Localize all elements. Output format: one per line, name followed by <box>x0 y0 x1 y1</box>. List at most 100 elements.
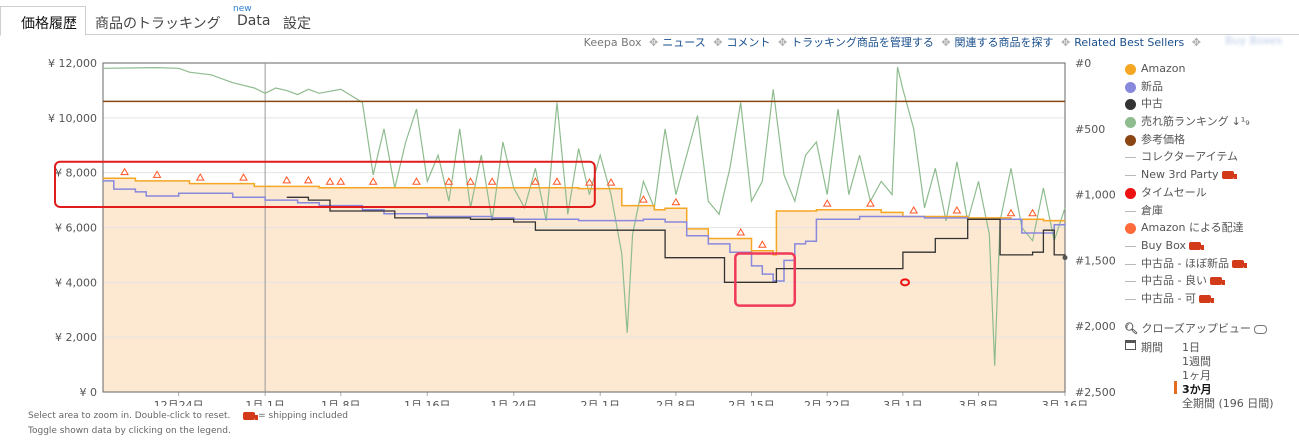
legend-label: 倉庫 <box>1141 203 1163 217</box>
truck-icon <box>1221 171 1237 180</box>
legend-item[interactable]: 新品 <box>1124 78 1250 96</box>
legend-item[interactable]: New 3rd Party <box>1124 166 1250 184</box>
deal-marker-icon <box>487 177 497 185</box>
legend-label: Amazon による配達 <box>1141 221 1244 235</box>
truck-icon <box>1209 277 1225 286</box>
new-price-line <box>103 180 1066 282</box>
y-tick-label-left: ¥ 0 <box>80 386 98 399</box>
deal-marker-icon <box>195 173 205 181</box>
deal-marker-icon <box>606 178 616 186</box>
chart-legend: Amazon 新品中古 売れ筋ランキング ↓¹₉ 参考価格コレクターアイテム New 3r… <box>1124 60 1250 308</box>
link-news[interactable]: ニュース <box>662 36 706 49</box>
footer-hint-legend: Toggle shown data by clicking on the leg… <box>28 426 231 436</box>
period-option-all[interactable]: 全期間 (196 日間) <box>1182 397 1274 410</box>
y-tick-label-left: ¥ 6,000 <box>55 222 97 235</box>
legend-item[interactable]: コレクターアイテム <box>1124 148 1250 166</box>
highlight-box-annotation <box>734 252 797 307</box>
deal-marker-icon <box>444 177 454 185</box>
x-tick-label: 1月 1日 <box>245 399 285 406</box>
legend-item[interactable]: 中古 <box>1124 95 1250 113</box>
y-tick-label-right: #1,000 <box>1075 189 1116 202</box>
tab-product-tracking[interactable]: 商品のトラッキング <box>95 16 221 32</box>
legend-item[interactable]: 倉庫 <box>1124 202 1250 220</box>
x-tick-label: 1月 16日 <box>404 399 451 406</box>
legend-label: 中古品 - ほぼ新品 <box>1141 256 1229 270</box>
legend-label: 売れ筋ランキング <box>1141 115 1229 129</box>
legend-swatch-line-icon <box>1125 245 1136 247</box>
tab-data[interactable]: Data <box>237 13 271 29</box>
legend-item[interactable]: 参考価格 <box>1124 131 1250 149</box>
top-links: Keepa Box ✥ ニュース ✥ コメント ✥ トラッキング商品を管理する ✥ 関連… <box>584 34 1205 50</box>
active-tab-frame <box>0 6 86 36</box>
period-label: 期間 <box>1141 341 1163 354</box>
legend-item[interactable]: 中古品 - ほぼ新品 <box>1124 255 1250 273</box>
link-manage-tracking[interactable]: トラッキング商品を管理する <box>791 36 934 49</box>
link-separator-icon: ✥ <box>1061 36 1071 49</box>
legend-swatch-dot-icon <box>1125 117 1136 129</box>
deal-marker-icon <box>530 177 540 185</box>
tab-price-history[interactable]: 価格履歴 <box>21 16 77 32</box>
legend-item[interactable]: Amazon による配達 <box>1124 219 1250 237</box>
period-option-3months[interactable]: 3か月 <box>1182 383 1212 396</box>
deal-marker-icon <box>325 177 335 185</box>
y-tick-label-right: #2,500 <box>1075 386 1116 399</box>
legend-label: Buy Box <box>1141 238 1186 252</box>
price-history-chart[interactable]: ¥ 0 ¥ 2,000 ¥ 4,000 ¥ 6,000 ¥ 8,000 ¥ 10,000 ¥… <box>0 50 1120 406</box>
legend-label: 中古品 - 可 <box>1141 291 1196 305</box>
period-option-1month[interactable]: 1ヶ月 <box>1182 369 1211 382</box>
x-tick-label: 2月 22日 <box>804 399 851 406</box>
legend-item[interactable]: 売れ筋ランキング ↓¹₉ <box>1124 113 1250 131</box>
truck-icon <box>1188 241 1204 250</box>
legend-item[interactable]: 中古品 - 良い <box>1124 272 1250 290</box>
deal-marker-icon <box>466 177 475 185</box>
deal-marker-icon <box>120 167 129 176</box>
deal-marker-icon <box>671 197 681 206</box>
legend-swatch-dot-icon <box>1125 99 1136 111</box>
x-tick-label: 3月 1日 <box>883 399 923 406</box>
calendar-icon <box>1125 340 1136 350</box>
amazon-price-area <box>103 178 1065 392</box>
link-separator-icon: ✥ <box>649 36 659 49</box>
lightning-deal-marker <box>900 278 911 287</box>
deal-marker-icon <box>585 178 594 186</box>
deal-marker-icon <box>736 227 746 236</box>
y-tick-label-left: ¥ 12,000 <box>48 57 97 70</box>
blurred-link[interactable]: Buy Boxes <box>1225 34 1283 47</box>
y-tick-label-left: ¥ 4,000 <box>55 276 97 289</box>
legend-swatch-line-icon <box>1125 263 1136 265</box>
deal-marker-icon <box>412 177 421 185</box>
keepa-box-link[interactable]: Keepa Box <box>583 36 642 49</box>
legend-swatch-line-icon <box>1125 210 1136 212</box>
link-separator-icon: ✥ <box>713 36 723 49</box>
link-related-best-sellers[interactable]: Related Best Sellers <box>1074 36 1185 49</box>
truck-icon <box>243 411 259 420</box>
link-comments[interactable]: コメント <box>726 36 771 49</box>
x-tick-label: 3月 16日 <box>1042 399 1089 406</box>
shipping-hint: = shipping included <box>258 411 348 421</box>
legend-item[interactable]: Buy Box <box>1124 237 1250 255</box>
legend-swatch-dot-icon <box>1125 187 1136 199</box>
legend-label: 参考価格 <box>1141 132 1185 146</box>
x-tick-label: 2月 15日 <box>728 399 775 406</box>
link-separator-icon: ✥ <box>777 36 788 49</box>
link-separator-icon: ✥ <box>941 36 951 49</box>
legend-item[interactable]: タイムセール <box>1124 184 1250 202</box>
tab-new-badge: new <box>233 4 252 14</box>
period-option-1week[interactable]: 1週間 <box>1182 355 1211 368</box>
legend-label: 中古品 - 良い <box>1141 274 1207 288</box>
closeup-view-toggle[interactable]: 🔍︎ クローズアップビュー <box>1124 320 1268 336</box>
link-find-related[interactable]: 関連する商品を探す <box>954 36 1054 49</box>
closeup-label: クローズアップビュー <box>1141 322 1251 335</box>
tab-settings[interactable]: 設定 <box>283 16 311 32</box>
legend-label: 新品 <box>1141 79 1163 93</box>
footer-hint-zoom: Select area to zoom in. Double-click to … <box>28 411 348 421</box>
legend-swatch-dot-icon <box>1125 64 1136 75</box>
highlight-box-annotation <box>54 160 596 208</box>
legend-item[interactable]: 中古品 - 可 <box>1124 290 1250 308</box>
truck-icon <box>1231 259 1247 268</box>
x-tick-label: 2月 1日 <box>580 399 620 406</box>
y-tick-label-left: ¥ 10,000 <box>48 112 97 125</box>
legend-item[interactable]: Amazon <box>1124 60 1250 78</box>
y-tick-label-right: #0 <box>1075 57 1091 70</box>
period-option-1day[interactable]: 1日 <box>1182 341 1200 354</box>
